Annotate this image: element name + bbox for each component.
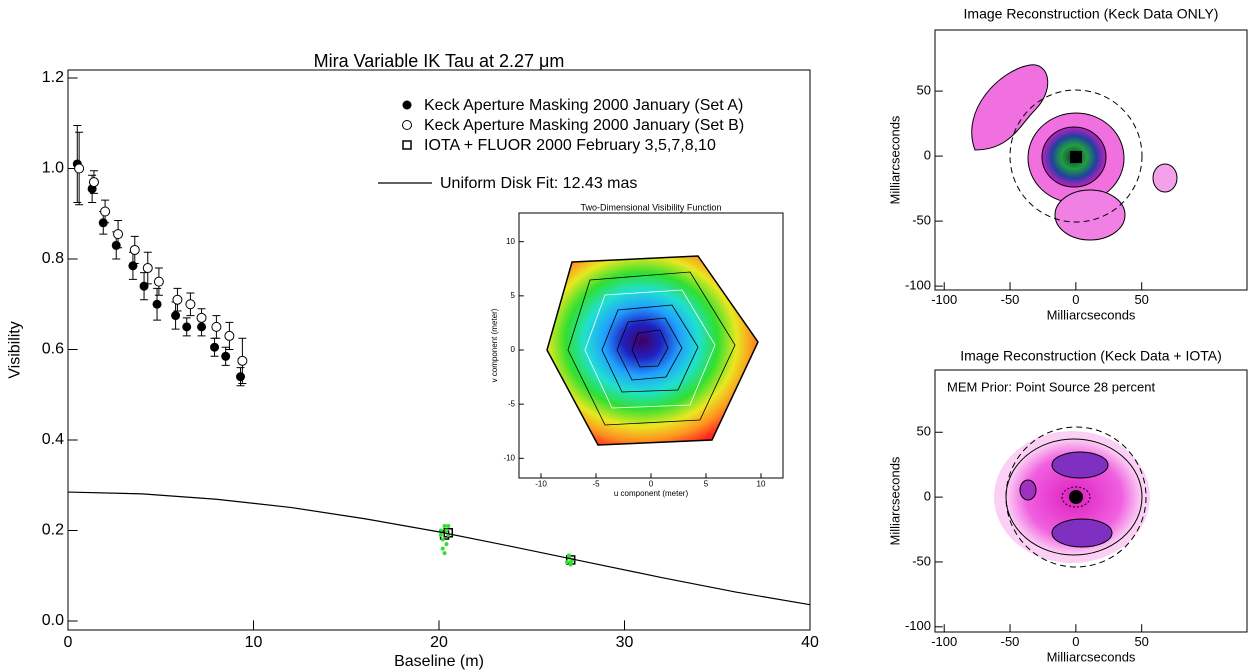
point	[143, 264, 152, 273]
point	[212, 322, 221, 331]
reconstruction-keck-iota	[994, 427, 1150, 567]
point	[210, 343, 219, 352]
point	[186, 300, 195, 309]
x-tick-label: 0	[1072, 634, 1079, 649]
y-axis-label: v component (meter)	[490, 308, 499, 382]
legend-label: Keck Aperture Masking 2000 January (Set …	[424, 117, 744, 134]
point	[114, 230, 123, 239]
y-axis-label: Milliarcseconds	[887, 456, 902, 545]
legend-marker	[403, 141, 411, 149]
point	[221, 352, 230, 361]
point	[444, 529, 448, 533]
x-tick-label: 5	[704, 480, 709, 489]
point	[439, 533, 443, 537]
point	[173, 295, 182, 304]
x-tick-label: -100	[931, 634, 957, 649]
x-tick-label: 10	[245, 634, 263, 651]
reconstruction-keck	[972, 65, 1177, 240]
y-tick-label: 0.6	[42, 341, 64, 358]
chart-title: Image Reconstruction (Keck Data ONLY)	[964, 6, 1219, 22]
legend-marker	[403, 121, 412, 130]
y-tick-label: 1.0	[42, 160, 64, 177]
y-tick-label: -10	[503, 453, 515, 462]
point	[444, 542, 448, 546]
x-axis-label: Baseline (m)	[394, 653, 484, 670]
y-tick-label: 10	[506, 237, 515, 246]
point	[153, 300, 162, 309]
y-tick-label: 50	[917, 83, 931, 98]
x-tick-label: 50	[1134, 634, 1148, 649]
y-axis-label: Milliarcseconds	[887, 115, 902, 204]
point	[238, 356, 247, 365]
point	[128, 261, 137, 270]
point	[101, 207, 110, 216]
x-tick-label: -50	[1001, 292, 1020, 307]
y-tick-label: 0	[924, 148, 931, 163]
point	[567, 553, 571, 557]
x-tick-label: 0	[649, 480, 654, 489]
x-tick-label: -10	[535, 480, 547, 489]
x-axis-label: Milliarcseconds	[1047, 649, 1136, 664]
point	[236, 372, 245, 381]
point	[112, 241, 121, 250]
y-tick-label: 1.2	[42, 69, 64, 86]
fit-line	[68, 492, 810, 605]
point	[443, 524, 447, 528]
x-tick-label: -100	[931, 292, 957, 307]
point	[565, 560, 569, 564]
y-tick-label: 0.8	[42, 250, 64, 267]
point	[225, 331, 234, 340]
x-axis-label: Milliarcseconds	[1047, 307, 1136, 322]
point	[89, 178, 98, 187]
point	[569, 560, 573, 564]
x-tick-label: -50	[1001, 634, 1020, 649]
x-tick-label: 0	[1072, 292, 1079, 307]
x-tick-label: 40	[801, 634, 819, 651]
annotation: MEM Prior: Point Source 28 percent	[947, 379, 1155, 394]
chart-title: Mira Variable IK Tau at 2.27 μm	[314, 51, 565, 71]
point	[130, 245, 139, 254]
y-tick-label: -100	[905, 618, 931, 633]
point	[441, 538, 445, 542]
point	[441, 547, 445, 551]
legend-marker	[403, 101, 412, 110]
y-axis-label: Visibility	[6, 321, 23, 379]
y-tick-label: 50	[917, 424, 931, 439]
y-tick-label: 0.4	[42, 431, 64, 448]
point	[154, 277, 163, 286]
legend-label: IOTA + FLUOR 2000 February 3,5,7,8,10	[424, 137, 716, 154]
point	[75, 164, 84, 173]
uv-coverage	[547, 256, 758, 445]
legend-label: Uniform Disk Fit: 12.43 mas	[440, 175, 637, 192]
y-tick-label: -50	[912, 213, 931, 228]
y-tick-label: -50	[912, 553, 931, 568]
x-tick-label: 10	[757, 480, 766, 489]
point	[171, 311, 180, 320]
y-tick-label: 5	[511, 291, 516, 300]
y-tick-label: 0	[511, 345, 516, 354]
y-tick-label: 0.2	[42, 522, 64, 539]
chart-title: Image Reconstruction (Keck Data + IOTA)	[960, 348, 1222, 364]
y-tick-label: -100	[905, 278, 931, 293]
x-tick-label: 50	[1134, 292, 1148, 307]
chart-title: Two-Dimensional Visibility Function	[581, 202, 722, 212]
x-tick-label: -5	[592, 480, 600, 489]
point	[197, 313, 206, 322]
x-axis-label: u component (meter)	[614, 489, 689, 498]
figure: 0 10 20 30 40 0.0 0.2 0.4 0.6 0.8 1.0 1.2 Mira Varia…	[0, 0, 1256, 670]
point	[443, 551, 447, 555]
x-tick-label: 0	[64, 634, 73, 651]
y-tick-label: 0	[924, 489, 931, 504]
point	[182, 322, 191, 331]
y-tick-label: -5	[508, 399, 516, 408]
x-tick-label: 30	[616, 634, 634, 651]
x-tick-label: 20	[430, 634, 448, 651]
point	[140, 282, 149, 291]
point	[446, 524, 450, 528]
y-tick-label: 0.0	[42, 612, 64, 629]
legend-label: Keck Aperture Masking 2000 January (Set …	[424, 97, 743, 114]
